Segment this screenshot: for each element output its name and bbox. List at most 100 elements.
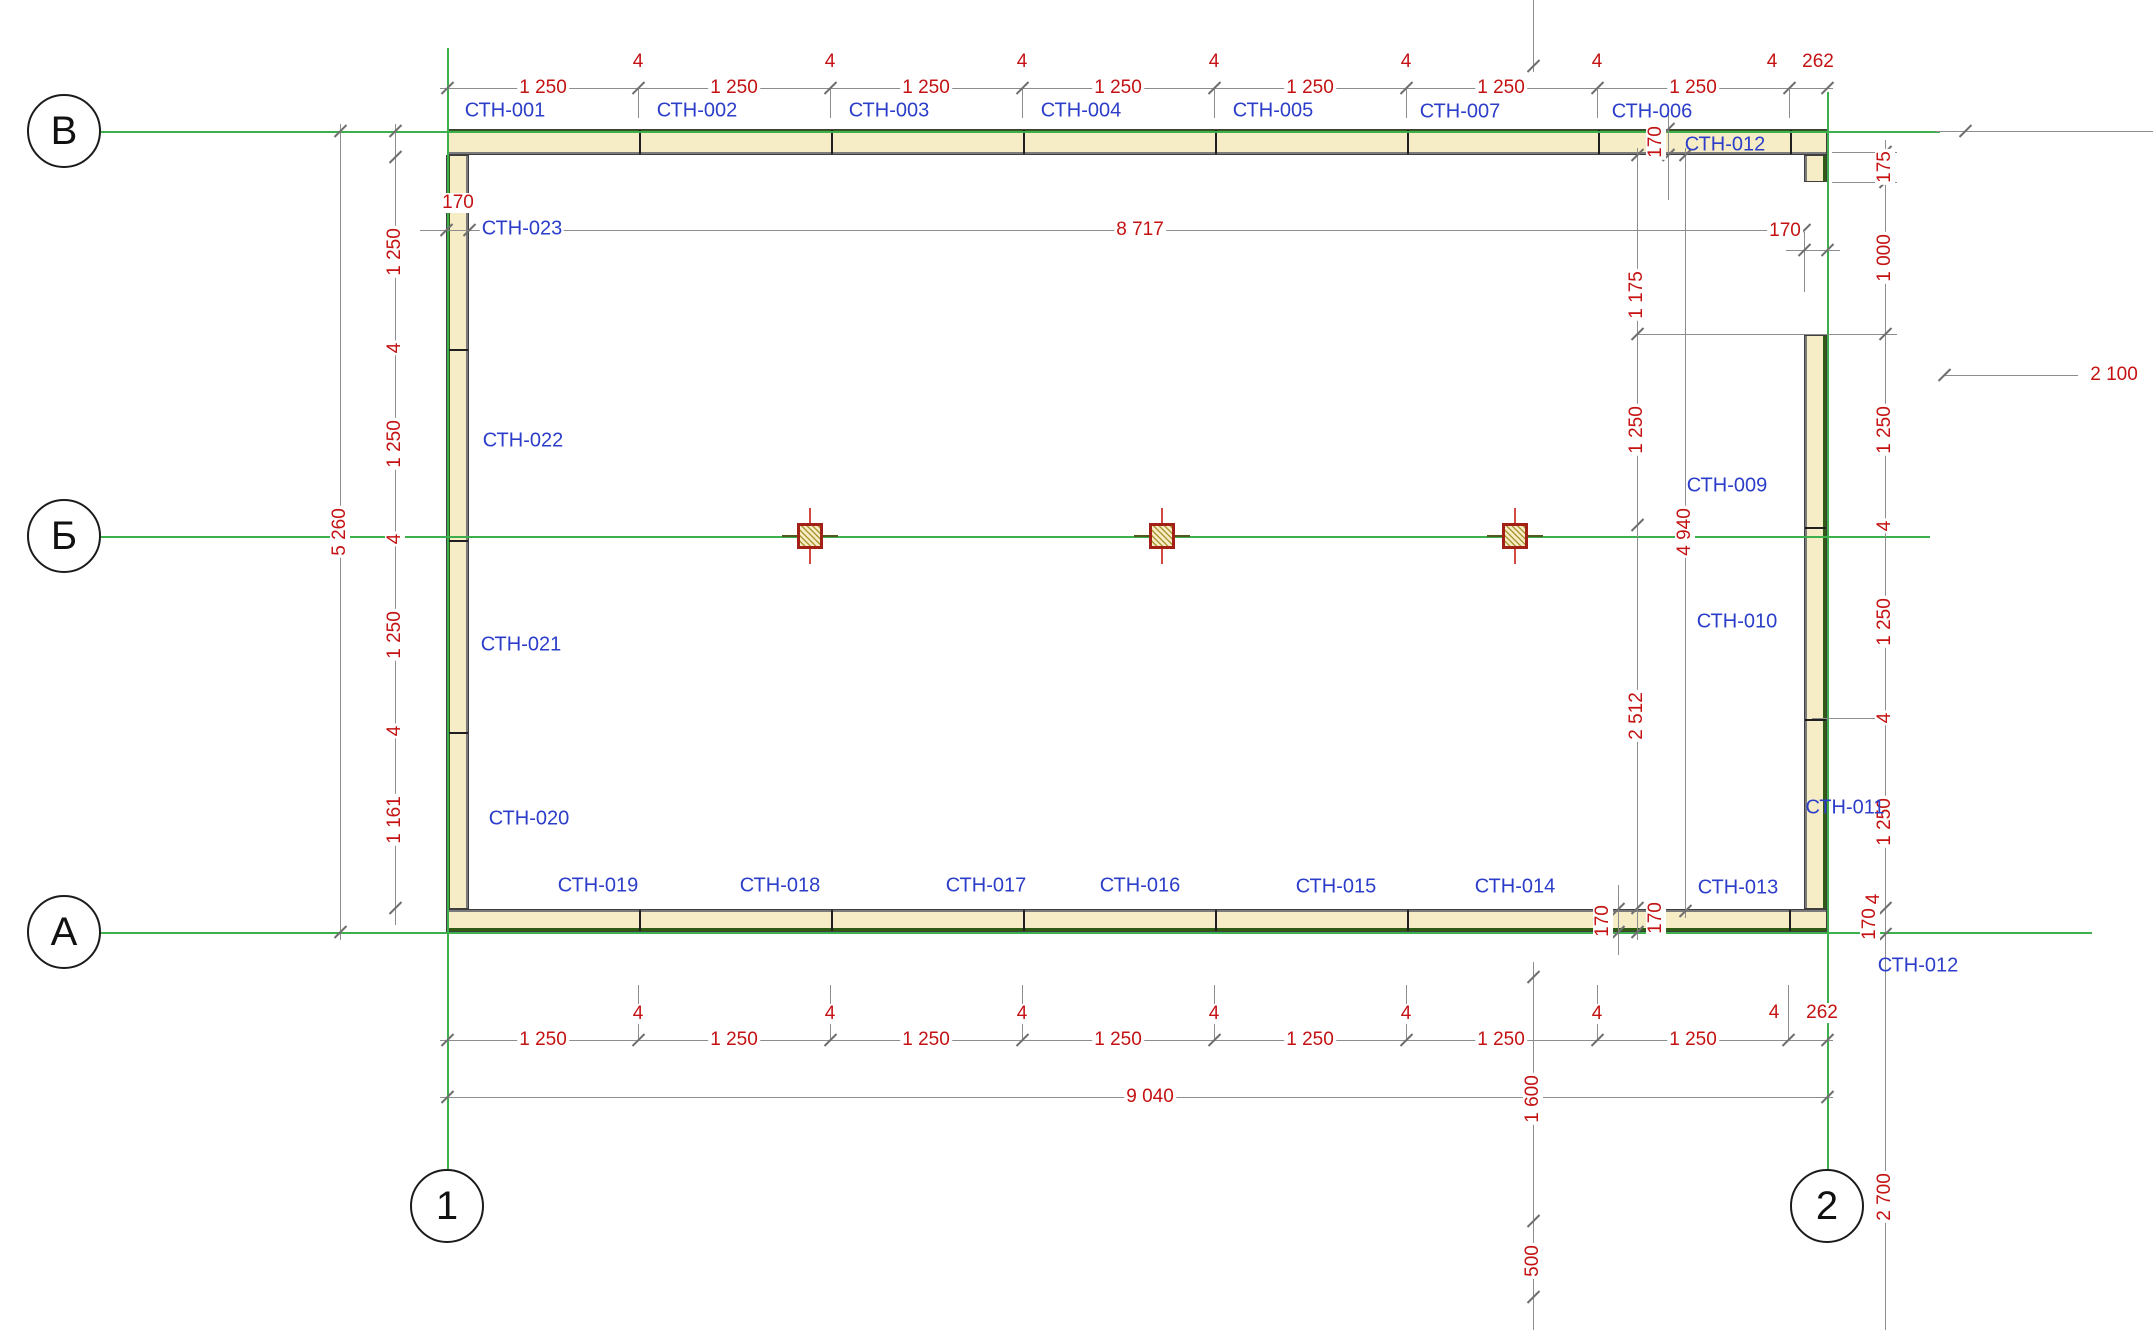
dimension-line: [395, 124, 397, 925]
dimension-line: [638, 88, 640, 118]
dimension-label: 170: [1859, 906, 1881, 942]
dimension-label: 1 250: [1874, 596, 1896, 648]
dimension-label: 5 260: [329, 506, 351, 558]
panel-label: СТН-002: [656, 99, 738, 122]
panel-joint: [447, 732, 468, 734]
wall-inner-edge: [1805, 156, 1807, 181]
panel-joint: [1805, 527, 1826, 529]
wall-inner-edge: [447, 910, 1826, 912]
dimension-line: [1214, 88, 1216, 118]
grid-bubble-2: 2: [1790, 1169, 1864, 1243]
dimension-line: [420, 230, 1805, 232]
wall-outer-edge: [447, 928, 1826, 931]
grid-bubble-Б: Б: [27, 499, 101, 573]
panel-label: СТН-017: [945, 874, 1027, 897]
dimension-label: 175: [1874, 149, 1896, 185]
column-marker: [1502, 523, 1528, 549]
dimension-label: 170: [1645, 900, 1667, 936]
dimension-label: 4: [1398, 1003, 1414, 1025]
dimension-label: 1 250: [384, 418, 406, 470]
grid-bubble-1: 1: [410, 1169, 484, 1243]
wall-outer-edge: [1823, 336, 1826, 908]
wall-top: [447, 129, 1827, 155]
dimension-label: 1 250: [1092, 77, 1144, 99]
grid-line-vertical: [447, 48, 449, 1169]
panel-label: СТН-010: [1696, 610, 1778, 633]
panel-joint: [1023, 910, 1025, 931]
panel-label: СТН-023: [479, 217, 565, 240]
dimension-label: 1 600: [1522, 1073, 1544, 1125]
dimension-label: 8 717: [1114, 219, 1166, 241]
panel-label: СТН-011: [1805, 796, 1885, 819]
grid-bubble-В: В: [27, 94, 101, 168]
dimension-label: 4: [1206, 51, 1222, 73]
dimension-label: 4: [630, 51, 646, 73]
panel-label: СТН-007: [1419, 100, 1501, 123]
dimension-line: [1406, 88, 1408, 118]
dimension-label: 4: [1206, 1003, 1222, 1025]
dimension-label: 2 700: [1874, 1171, 1896, 1223]
dimension-label: 262: [1800, 51, 1836, 73]
dimension-label: 170: [1645, 124, 1667, 160]
panel-joint: [447, 540, 468, 542]
dimension-label: 500: [1522, 1243, 1544, 1279]
dimension-label: 1 175: [1626, 269, 1648, 321]
dimension-label: 4: [1863, 891, 1885, 907]
dimension-label: 1 250: [708, 1029, 760, 1051]
dimension-label: 2 100: [2088, 364, 2140, 386]
dimension-label: 4: [1766, 1002, 1782, 1024]
dimension-label: 4: [1874, 710, 1896, 726]
dimension-label: 1 250: [1667, 77, 1719, 99]
panel-joint: [1407, 130, 1409, 154]
dimension-line: [1597, 88, 1599, 118]
wall-outer-edge: [1823, 156, 1826, 181]
wall-inner-edge: [448, 152, 1826, 154]
wall-bottom: [446, 909, 1827, 932]
wall-left: [446, 155, 469, 909]
grid-line-horizontal: [101, 131, 1940, 133]
dimension-label: 4: [1398, 51, 1414, 73]
dimension-label: 1 250: [517, 77, 569, 99]
dimension-label: 4: [384, 531, 406, 547]
dimension-label: 9 040: [1124, 1086, 1176, 1108]
panel-label: СТН-020: [488, 807, 570, 830]
dimension-label: 4: [822, 1003, 838, 1025]
dimension-label: 4: [630, 1003, 646, 1025]
panel-label: СТН-009: [1686, 474, 1768, 497]
dimension-line: [1812, 718, 1892, 720]
dimension-label: 1 250: [708, 77, 760, 99]
panel-joint: [447, 349, 468, 351]
dimension-label: 1 250: [1475, 1029, 1527, 1051]
panel-label: СТН-021: [480, 633, 562, 656]
dimension-label: 1 250: [1626, 404, 1648, 456]
dimension-line: [1789, 88, 1791, 118]
dimension-label: 4: [822, 51, 838, 73]
wall-inner-edge: [466, 156, 468, 908]
dimension-label: 1 250: [1284, 1029, 1336, 1051]
panel-joint: [1215, 130, 1217, 154]
dimension-label: 4: [1589, 1003, 1605, 1025]
dimension-line: [1637, 148, 1639, 940]
dimension-label: 1 250: [517, 1029, 569, 1051]
panel-joint: [831, 910, 833, 931]
dimension-line: [1022, 88, 1024, 118]
panel-label: СТН-012: [1684, 133, 1766, 156]
dimension-label: 4: [1589, 51, 1605, 73]
dimension-label: 4: [1764, 51, 1780, 73]
dimension-label: 2 512: [1626, 690, 1648, 742]
dimension-label: 1 000: [1874, 232, 1896, 284]
dimension-line: [1533, 962, 1535, 1330]
dimension-line: [1618, 885, 1620, 955]
panel-joint: [639, 910, 641, 931]
wall-inner-edge: [1805, 336, 1807, 908]
panel-joint: [1215, 910, 1217, 931]
column-marker: [1149, 523, 1175, 549]
dimension-label: 1 250: [1284, 77, 1336, 99]
dimension-label: 170: [1767, 220, 1803, 242]
dimension-line: [1935, 131, 2153, 133]
dimension-label: 4: [1014, 1003, 1030, 1025]
panel-joint: [1805, 719, 1826, 721]
panel-joint: [639, 130, 641, 154]
grid-line-horizontal: [101, 932, 2092, 934]
